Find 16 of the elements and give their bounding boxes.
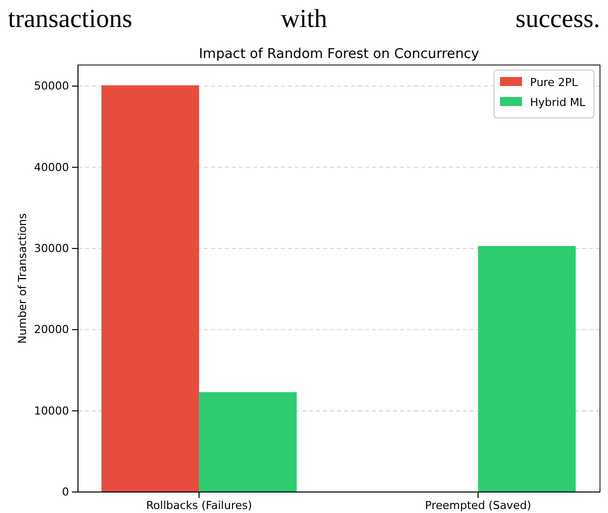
bar [199, 392, 297, 492]
text: transactions with success. [8, 4, 600, 33]
x-tick-label: Preempted (Saved) [425, 498, 532, 512]
chart-title: Impact of Random Forest on Concurrency [198, 46, 480, 62]
bar [478, 246, 576, 492]
y-tick-label: 0 [62, 486, 69, 499]
y-tick-label: 30000 [34, 242, 69, 255]
y-tick-label: 40000 [34, 160, 69, 174]
bar [101, 85, 200, 492]
y-tick-label: 10000 [34, 404, 69, 418]
y-axis-title: Number of Transactions [16, 213, 29, 344]
legend-label: Pure 2PL [530, 76, 579, 89]
y-tick-label: 50000 [34, 80, 69, 93]
x-tick-label: Rollbacks (Failures) [146, 498, 252, 512]
legend-label: Hybrid ML [530, 96, 586, 109]
y-tick-label: 20000 [34, 323, 69, 336]
